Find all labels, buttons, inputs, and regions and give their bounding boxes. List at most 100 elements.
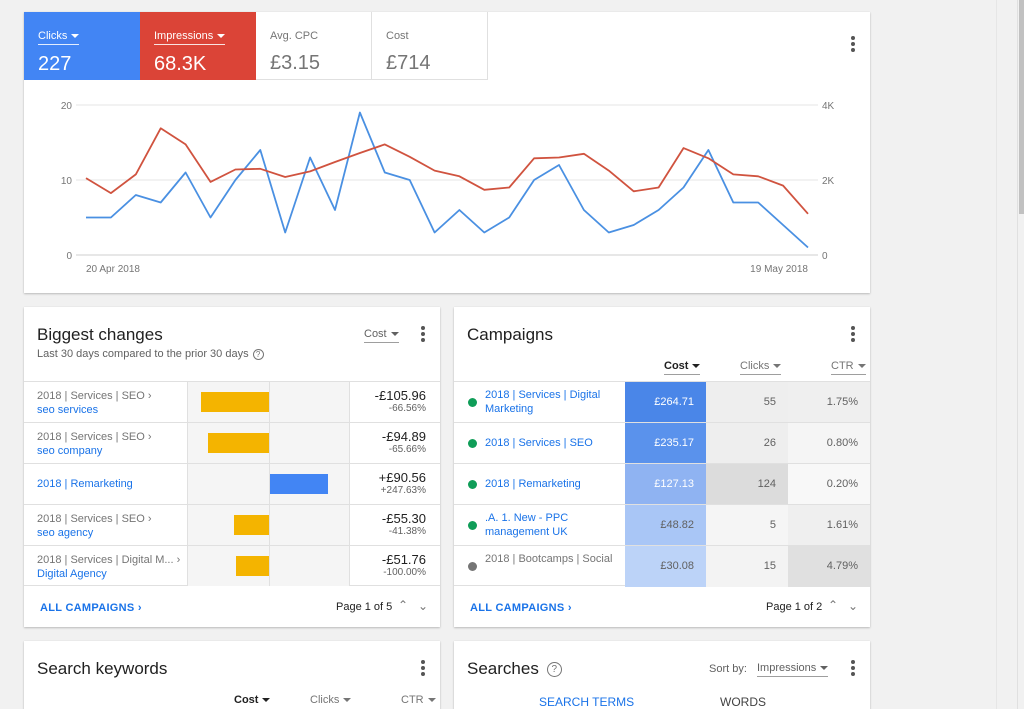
column-header-ctr[interactable]: CTR — [401, 694, 436, 706]
decrease-bar — [234, 515, 269, 535]
change-value: -£94.89 — [381, 429, 426, 444]
table-row[interactable]: 2018 | Services | Digital M... › Digital … — [24, 545, 440, 586]
row-label: 2018 | Services | Digital M... › Digital … — [37, 553, 180, 581]
row-name-link[interactable]: seo services — [37, 404, 99, 416]
help-icon[interactable]: ? — [546, 662, 562, 678]
column-header-ctr[interactable]: CTR — [831, 360, 866, 375]
chevron-up-icon[interactable]: ⌃ — [828, 598, 839, 612]
table-row[interactable]: 2018 | Bootcamps | Social £30.08 15 4.79% — [454, 545, 870, 587]
increase-bar — [270, 474, 328, 494]
scrollbar-thumb[interactable] — [1019, 0, 1024, 214]
cost-cell: £48.82 — [625, 505, 706, 546]
pagination-label: Page 1 of 5 — [336, 601, 393, 613]
campaigns-more-options-icon[interactable] — [848, 326, 858, 342]
zero-line — [269, 382, 270, 422]
change-bar-track — [187, 505, 350, 545]
campaign-name-link[interactable]: 2018 | Bootcamps | Social — [485, 553, 613, 565]
enabled-status-icon — [468, 439, 477, 448]
table-row[interactable]: 2018 | Services | SEO › seo agency -£55.30… — [24, 504, 440, 545]
column-header-cost[interactable]: Cost — [664, 360, 701, 375]
column-header-clicks[interactable]: Clicks — [740, 360, 782, 375]
metric-tile-cost[interactable]: Cost £714 — [372, 12, 488, 80]
help-icon[interactable]: ? — [252, 348, 264, 360]
all-campaigns-link[interactable]: ALL CAMPAIGNS › — [470, 602, 572, 614]
y-right-tick-label: 2K — [822, 176, 835, 187]
metric-label-clicks[interactable]: Clicks — [38, 30, 80, 45]
change-amount: -£55.30 -41.38% — [382, 511, 426, 537]
table-row[interactable]: 2018 | Services | SEO › seo company -£94.8… — [24, 422, 440, 463]
table-row[interactable]: 2018 | Remarketing £127.13 124 0.20% — [454, 463, 870, 505]
row-group-path[interactable]: 2018 | Services | Digital M... › — [37, 554, 181, 566]
row-label: 2018 | Remarketing — [37, 477, 133, 491]
enabled-status-icon — [468, 521, 477, 530]
searches-more-options-icon[interactable] — [848, 660, 858, 676]
paused-status-icon — [468, 562, 477, 571]
row-group-path[interactable]: 2018 | Services | SEO › — [37, 390, 152, 402]
change-bar-track — [187, 423, 350, 463]
row-name-link[interactable]: seo agency — [37, 527, 94, 539]
clicks-cell: 55 — [706, 382, 788, 423]
search-keywords-more-options-icon[interactable] — [418, 660, 428, 676]
clicks-series-line — [86, 111, 809, 249]
enabled-status-icon — [468, 480, 477, 489]
row-label: 2018 | Services | SEO › seo agency — [37, 512, 152, 540]
tab-words[interactable]: WORDS — [720, 695, 766, 709]
overview-more-options-icon[interactable] — [848, 36, 858, 52]
zero-line — [269, 464, 270, 504]
campaign-name-link[interactable]: .A. 1. New - PPC management UK — [485, 512, 569, 538]
table-row[interactable]: 2018 | Services | Digital Marketing £264.… — [454, 381, 870, 423]
change-percent: -66.56% — [388, 403, 426, 414]
metric-tile-avg-cpc[interactable]: Avg. CPC £3.15 — [256, 12, 372, 80]
row-name-link[interactable]: 2018 | Remarketing — [37, 478, 133, 490]
y-right-tick-label: 4K — [822, 101, 835, 112]
tab-search-terms[interactable]: SEARCH TERMS — [539, 695, 635, 709]
change-percent: -41.38% — [388, 526, 426, 537]
chevron-down-icon — [857, 364, 866, 369]
chevron-down-icon[interactable]: ⌄ — [848, 599, 859, 613]
zero-line — [269, 505, 270, 545]
sort-by-label: Sort by: — [709, 663, 747, 675]
ctr-cell: 1.61% — [788, 505, 870, 546]
chevron-down-icon — [262, 698, 271, 703]
decrease-bar — [201, 392, 269, 412]
all-campaigns-link[interactable]: ALL CAMPAIGNS › — [40, 602, 142, 614]
vertical-scrollbar[interactable] — [1017, 0, 1024, 709]
chevron-down-icon — [692, 364, 701, 369]
y-left-tick-label: 20 — [61, 101, 73, 112]
chevron-down-icon — [820, 666, 829, 671]
chevron-up-icon[interactable]: ⌃ — [398, 598, 409, 612]
table-row[interactable]: 2018 | Remarketing +£90.56 +247.63% — [24, 463, 440, 504]
chevron-down-icon — [343, 698, 352, 703]
metric-tile-clicks[interactable]: Clicks 227 — [24, 12, 140, 80]
biggest-changes-more-options-icon[interactable] — [418, 326, 428, 342]
row-label: 2018 | Services | SEO › seo services — [37, 389, 152, 417]
metric-label-impressions[interactable]: Impressions — [154, 30, 226, 45]
row-group-path[interactable]: 2018 | Services | SEO › — [37, 513, 152, 525]
metric-tile-impressions[interactable]: Impressions 68.3K — [140, 12, 256, 80]
decrease-bar — [236, 556, 269, 576]
chevron-down-icon — [390, 332, 399, 337]
table-row[interactable]: .A. 1. New - PPC management UK £48.82 5 1.6… — [454, 504, 870, 546]
biggest-changes-sort-dropdown[interactable]: Cost — [364, 328, 399, 343]
clicks-cell: 15 — [706, 546, 788, 587]
row-name-link[interactable]: Digital Agency — [37, 568, 107, 580]
change-value: -£51.76 — [381, 552, 426, 567]
column-header-clicks[interactable]: Clicks — [310, 694, 352, 706]
campaign-name-link[interactable]: 2018 | Remarketing — [485, 478, 581, 490]
zero-line — [269, 546, 270, 586]
y-right-tick-label: 0 — [822, 251, 828, 262]
table-row[interactable]: 2018 | Services | SEO £235.17 26 0.80% — [454, 422, 870, 464]
column-header-cost[interactable]: Cost — [234, 694, 271, 706]
chevron-down-icon[interactable]: ⌄ — [418, 599, 429, 613]
campaign-name-link[interactable]: 2018 | Services | Digital Marketing — [485, 389, 601, 415]
campaign-name-link[interactable]: 2018 | Services | SEO — [485, 437, 593, 449]
table-row[interactable]: 2018 | Services | SEO › seo services -£105… — [24, 381, 440, 422]
pagination-label: Page 1 of 2 — [766, 601, 823, 613]
page-edge-divider — [996, 0, 997, 709]
row-group-path[interactable]: 2018 | Services | SEO › — [37, 431, 152, 443]
performance-line-chart: 0 10 20 0 2K 4K 20 Apr 2018 19 May 2018 — [61, 101, 835, 275]
searches-sort-dropdown[interactable]: Impressions — [757, 662, 829, 677]
search-keywords-title: Search keywords — [37, 659, 168, 678]
clicks-cell: 5 — [706, 505, 788, 546]
row-name-link[interactable]: seo company — [37, 445, 103, 457]
